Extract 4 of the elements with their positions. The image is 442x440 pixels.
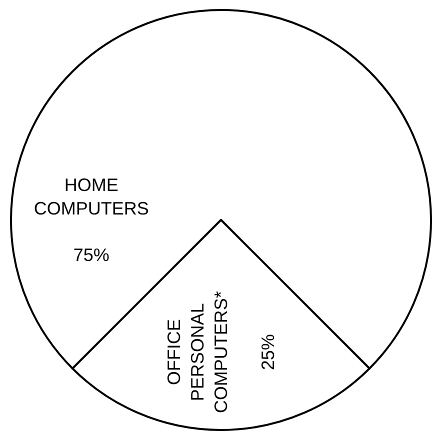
slice-label: OFFICE PERSONAL COMPUTERS*	[164, 291, 231, 414]
data-label: 75%	[73, 245, 110, 266]
slice-label: HOME COMPUTERS	[34, 174, 149, 218]
data-label: 25%	[258, 334, 278, 370]
